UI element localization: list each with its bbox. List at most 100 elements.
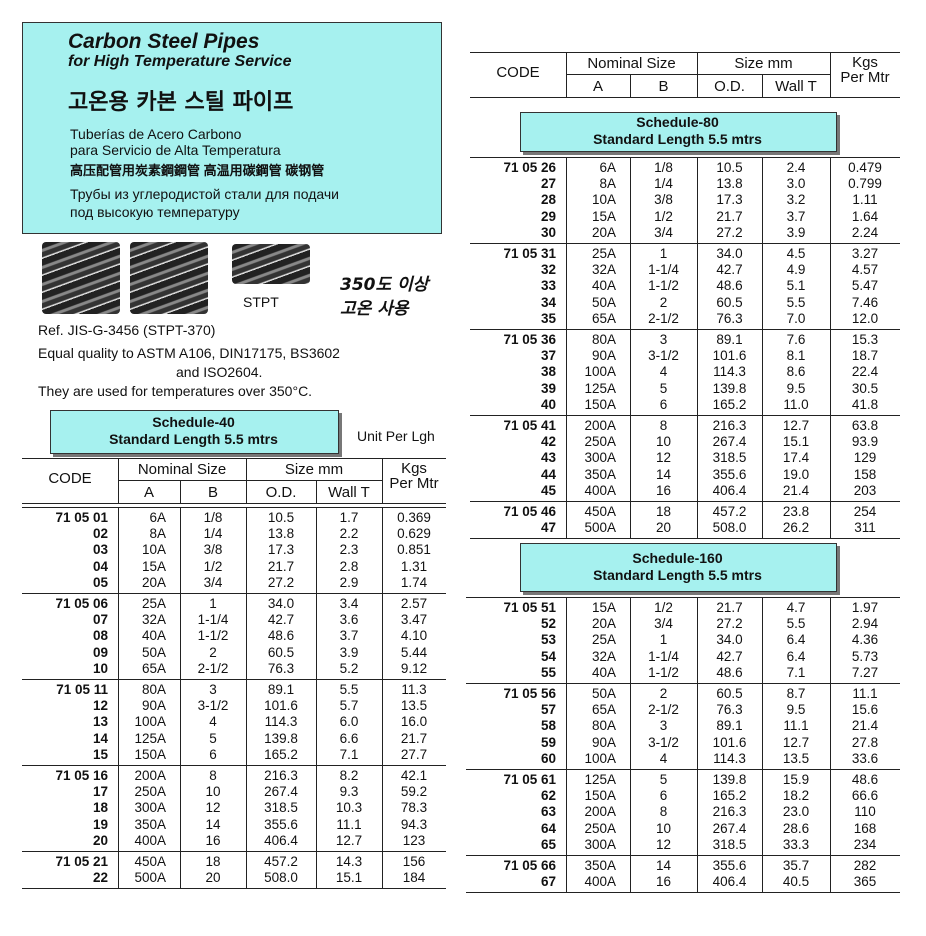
- header-kgs: Per Mtr: [389, 475, 439, 492]
- russian-line: под высокую температуру: [70, 204, 240, 220]
- table-cell: 8.7: [786, 686, 806, 701]
- header-nominal: Nominal Size: [137, 461, 227, 478]
- rule: [246, 507, 247, 593]
- rule: [566, 329, 567, 415]
- table-cell: 20A: [591, 224, 616, 240]
- table-cell: 66.6: [851, 788, 879, 804]
- rule: [830, 769, 831, 855]
- table-cell: 101.6: [264, 698, 298, 714]
- table-cell: 9.5: [786, 702, 806, 718]
- table-cell: 25A: [591, 632, 616, 648]
- table-cell: 168: [853, 820, 877, 836]
- table-cell: 1/8: [203, 510, 223, 525]
- table-cell: 10: [205, 784, 221, 800]
- table-cell: 4: [209, 714, 217, 730]
- table-cell: 365: [853, 874, 877, 890]
- table-cell: 27.2: [267, 574, 295, 590]
- table-cell: 8.6: [786, 364, 806, 380]
- table-cell: 02: [92, 526, 108, 542]
- table-cell: 22.4: [851, 364, 879, 380]
- rule: [630, 683, 631, 769]
- table-cell: 100A: [134, 714, 166, 730]
- table-cell: 08: [92, 628, 108, 644]
- table-cell: 406.4: [264, 832, 298, 848]
- table-cell: 15.9: [782, 772, 810, 787]
- table-cell: 65A: [591, 702, 616, 718]
- table-cell: 48.6: [267, 628, 295, 644]
- table-cell: 9.3: [339, 784, 359, 800]
- table-cell: 89.1: [716, 718, 743, 734]
- table-cell: 89.1: [716, 332, 743, 347]
- table-cell: 150A: [584, 396, 616, 412]
- table-cell: 71 05 56: [503, 686, 556, 701]
- table-cell: 10: [655, 820, 672, 836]
- rule: [118, 679, 119, 765]
- table-cell: 30.5: [851, 380, 879, 396]
- table-cell: 34.0: [716, 246, 743, 261]
- table-cell: 11.1: [336, 816, 362, 832]
- table-cell: 16: [655, 482, 672, 498]
- table-cell: 53: [540, 632, 556, 648]
- table-cell: 42.7: [716, 262, 743, 278]
- table-cell: 184: [402, 870, 426, 886]
- rule: [316, 480, 317, 503]
- rule: [470, 52, 900, 53]
- rule: [466, 769, 900, 770]
- table-cell: 216.3: [712, 418, 747, 433]
- rule: [566, 855, 567, 893]
- table-cell: 355.6: [712, 858, 747, 873]
- table-cell: 38: [540, 364, 556, 380]
- note-line: and ISO2604.: [176, 364, 263, 380]
- table-cell: 300A: [134, 800, 166, 816]
- rule: [118, 851, 119, 889]
- table-cell: 3.9: [786, 224, 806, 240]
- header-code: CODE: [496, 64, 540, 81]
- table-cell: 1-1/2: [197, 628, 229, 644]
- table-cell: 60.5: [716, 294, 743, 310]
- table-cell: 48.6: [716, 278, 743, 294]
- table-cell: 11.0: [783, 396, 809, 412]
- table-cell: 71 05 61: [503, 772, 556, 787]
- table-cell: 165.2: [712, 788, 747, 804]
- table-cell: 400A: [134, 832, 166, 848]
- header-wall: Wall T: [328, 484, 370, 501]
- table-cell: 1-1/4: [197, 612, 229, 628]
- table-cell: 2.2: [339, 526, 359, 542]
- title: Carbon Steel Pipes: [68, 30, 260, 53]
- table-cell: 6.4: [786, 648, 806, 664]
- table-cell: 19: [92, 816, 108, 832]
- table-cell: 15A: [141, 558, 166, 574]
- table-cell: 5.73: [851, 648, 879, 664]
- rule: [22, 851, 446, 852]
- rule: [470, 538, 900, 540]
- table-cell: 139.8: [264, 730, 298, 746]
- table-cell: 25A: [591, 246, 616, 261]
- table-cell: 27.2: [716, 616, 743, 632]
- table-cell: 25A: [141, 596, 166, 611]
- table-cell: 8A: [599, 176, 616, 192]
- table-cell: 3.27: [851, 246, 879, 261]
- table-cell: 3: [659, 332, 668, 347]
- table-cell: 67: [540, 874, 556, 890]
- rule: [697, 243, 698, 329]
- table-cell: 15A: [591, 600, 616, 615]
- table-cell: 4.10: [400, 628, 428, 644]
- table-cell: 3.6: [339, 612, 359, 628]
- rule: [762, 157, 763, 243]
- table-cell: 40.5: [782, 874, 810, 890]
- table-cell: 5.5: [339, 682, 359, 697]
- table-cell: 457.2: [712, 504, 747, 519]
- table-cell: 4.57: [851, 262, 879, 278]
- rule: [630, 74, 631, 97]
- table-cell: 71 05 26: [503, 160, 556, 175]
- table-cell: 3/8: [654, 192, 673, 208]
- table-cell: 15.6: [851, 702, 879, 718]
- rule: [697, 683, 698, 769]
- table-cell: 6: [659, 788, 668, 804]
- table-cell: 11.3: [401, 682, 427, 697]
- table-cell: 250A: [584, 820, 616, 836]
- rule: [118, 507, 119, 593]
- table-cell: 3/4: [203, 574, 223, 590]
- rule: [246, 765, 247, 851]
